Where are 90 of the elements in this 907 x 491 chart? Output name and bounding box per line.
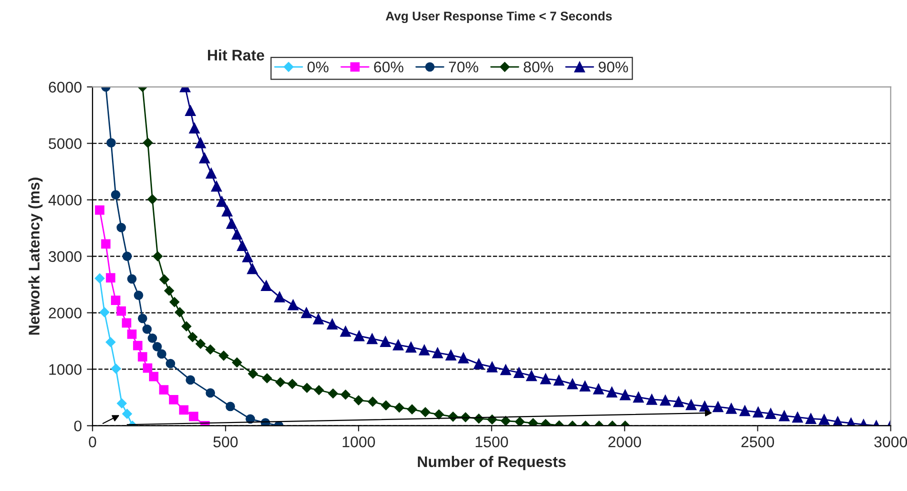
point	[116, 398, 127, 408]
point	[133, 340, 142, 350]
point	[174, 307, 185, 318]
point	[149, 372, 158, 382]
point	[168, 395, 178, 404]
point	[122, 318, 132, 328]
point	[514, 416, 525, 426]
point	[434, 409, 444, 420]
y-tick-label: 1000	[49, 364, 82, 375]
x-tick-label: 1500	[476, 436, 508, 448]
point	[94, 273, 105, 284]
point	[138, 314, 148, 324]
point	[127, 330, 137, 339]
y-tick-label: 5000	[48, 138, 82, 150]
point	[142, 363, 152, 373]
point	[110, 296, 120, 306]
x-tick-label: 500	[213, 436, 238, 448]
legend-label: 90%	[598, 62, 628, 72]
point	[368, 396, 378, 407]
point	[218, 350, 229, 361]
point	[152, 251, 163, 262]
legend-title: Hit Rate	[208, 49, 264, 61]
point	[116, 222, 126, 232]
point	[152, 342, 162, 352]
point	[248, 368, 258, 379]
y-tick-label: 6000	[48, 82, 82, 93]
y-tick-label: 2000	[48, 308, 82, 318]
x-tick-label: 3000	[874, 436, 907, 448]
y-tick-label: 4000	[48, 194, 82, 206]
point	[110, 364, 121, 374]
point	[166, 358, 176, 368]
point	[205, 344, 216, 354]
point	[116, 306, 126, 316]
point	[110, 190, 120, 200]
x-tick-label: 2500	[741, 436, 774, 448]
point	[148, 333, 158, 343]
point	[122, 408, 132, 419]
point	[262, 373, 272, 384]
point	[106, 273, 116, 282]
point	[420, 407, 430, 418]
point	[232, 358, 242, 368]
point	[122, 252, 132, 261]
point	[226, 402, 236, 412]
legend-label: 70%	[448, 62, 478, 72]
point	[100, 307, 110, 318]
point	[134, 290, 144, 300]
chart-title: Avg User Response Time < 7 Seconds	[386, 11, 612, 24]
point	[407, 404, 417, 414]
point	[394, 402, 404, 413]
point	[164, 286, 174, 296]
point	[142, 324, 152, 334]
point	[106, 138, 116, 148]
point	[302, 382, 312, 393]
point	[500, 416, 511, 426]
x-axis-title: Number of Requests	[418, 456, 566, 470]
point	[186, 375, 196, 385]
x-tick-label: 2000	[608, 436, 642, 448]
x-tick-label: 0	[88, 436, 96, 448]
point	[95, 205, 104, 215]
y-axis-title: Network Latency (ms)	[28, 178, 43, 335]
point	[127, 274, 137, 284]
point	[181, 321, 192, 332]
point	[170, 297, 180, 307]
point	[147, 194, 158, 204]
point	[275, 377, 286, 388]
legend-label: 0%	[308, 62, 328, 72]
point	[106, 337, 116, 348]
point	[188, 332, 198, 342]
point	[196, 338, 206, 349]
point	[157, 349, 166, 359]
point	[101, 239, 111, 249]
point	[381, 400, 391, 410]
x-tick-label: 1000	[342, 436, 375, 448]
y-tick-label: 0	[74, 420, 82, 432]
point	[138, 352, 148, 362]
point	[159, 385, 169, 395]
point	[188, 412, 198, 422]
point	[287, 378, 298, 389]
point	[340, 390, 350, 400]
y-tick-label: 3000	[48, 251, 82, 262]
point	[142, 138, 153, 148]
legend-label: 60%	[374, 62, 404, 72]
point	[528, 418, 538, 426]
point	[159, 274, 170, 284]
legend-label: 80%	[524, 62, 554, 72]
point	[206, 388, 216, 398]
point	[179, 405, 188, 415]
point	[328, 388, 338, 398]
point	[314, 385, 324, 396]
point	[354, 395, 364, 406]
